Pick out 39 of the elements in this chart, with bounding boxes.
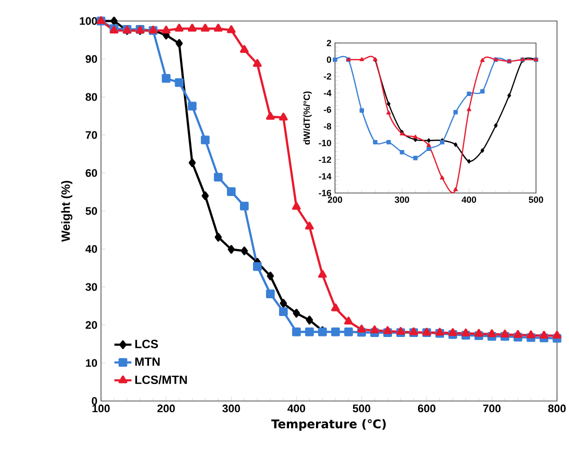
x-tick-label: 800 (548, 404, 566, 412)
y-tick-label: 2 (326, 40, 332, 46)
y-tick-label: 0 (92, 397, 98, 405)
x-tick-label: 700 (483, 404, 501, 412)
y-tick-label: 90 (86, 55, 98, 63)
y-tick-label: -10 (318, 140, 332, 146)
x-tick-label: 200 (157, 404, 175, 412)
y-axis-title: dW/dT(%/°C) (303, 91, 312, 145)
legend-label: LCS/MTN (135, 375, 187, 384)
y-tick-label: 80 (86, 93, 98, 101)
x-tick-label: 400 (462, 196, 476, 203)
x-tick-label: 600 (418, 404, 436, 412)
y-tick-label: 100 (80, 17, 98, 25)
legend-label: MTN (135, 358, 160, 366)
y-tick-label: 70 (86, 131, 98, 139)
x-axis-title: Temperature (℃) (271, 419, 386, 431)
x-tick-label: 100 (92, 404, 110, 412)
x-tick-label: 300 (394, 196, 410, 203)
y-tick-label: -2 (324, 73, 332, 80)
x-tick-label: 500 (528, 196, 544, 203)
y-tick-label: -16 (318, 190, 332, 196)
y-tick-label: 50 (86, 207, 98, 215)
y-tick-label: 60 (86, 169, 98, 177)
y-tick-label: -12 (318, 156, 332, 163)
y-tick-label: 0 (326, 56, 332, 63)
y-tick-label: -6 (324, 106, 332, 113)
y-tick-label: 40 (85, 245, 98, 253)
x-tick-label: 300 (222, 404, 240, 412)
y-tick-label: -8 (324, 123, 332, 130)
y-tick-label: -4 (324, 90, 332, 96)
x-tick-label: 200 (328, 196, 342, 203)
y-tick-label: 10 (86, 359, 98, 367)
y-tick-label: -14 (318, 173, 332, 180)
x-tick-label: 400 (287, 404, 306, 412)
x-tick-label: 500 (352, 404, 370, 412)
y-tick-label: 20 (86, 321, 98, 329)
legend-label: LCS (135, 340, 158, 348)
y-axis-title: Weight (%) (61, 180, 72, 242)
y-tick-label: 30 (86, 283, 98, 291)
